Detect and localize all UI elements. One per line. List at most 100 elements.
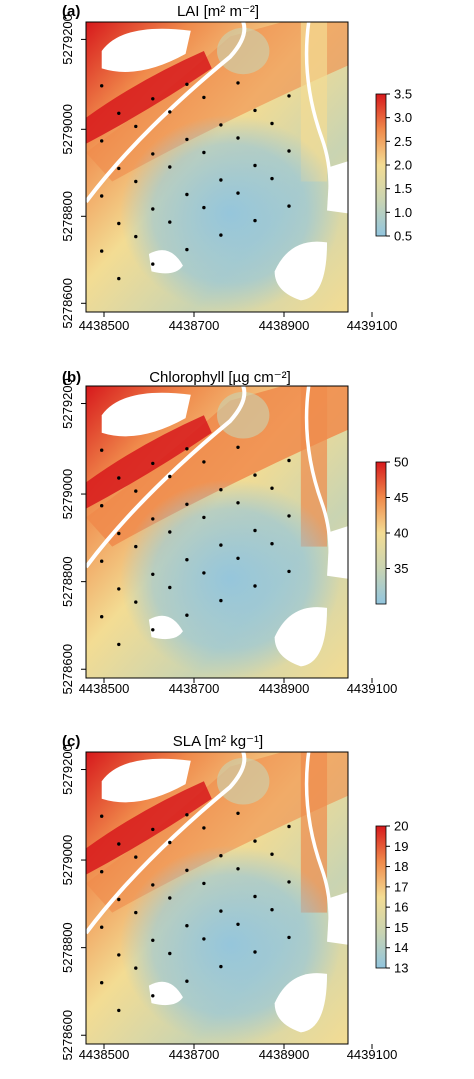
masked-area — [327, 526, 348, 579]
panel-lai-svg: (a) LAI [m² m⁻²] 3.5 3.0 2.5 2.0 1.5 1.0 0.5 4… — [60, 3, 412, 333]
sample-point — [117, 642, 121, 647]
panel-title: LAI [m² m⁻²] — [177, 3, 259, 20]
masked-area — [327, 892, 348, 945]
sample-point — [219, 123, 223, 127]
map-frame — [85, 751, 349, 1045]
sample-point — [100, 981, 104, 985]
peak-value-zone — [86, 415, 212, 509]
sample-point — [151, 262, 155, 266]
sample-point — [202, 95, 206, 100]
sample-point — [185, 613, 189, 617]
sample-point — [134, 910, 138, 915]
axes: 4438500 4438700 4438900 4439100 5279200 52790… — [60, 14, 397, 333]
sample-point — [253, 218, 257, 223]
legend-tick-label: 50 — [394, 455, 408, 470]
sample-point — [134, 544, 138, 549]
sample-point — [151, 207, 155, 211]
legend-tick-label: 17 — [394, 879, 408, 894]
masked-area — [274, 973, 328, 1033]
sample-point — [117, 897, 121, 902]
sample-point — [117, 166, 121, 171]
sample-point — [253, 163, 257, 168]
sample-point — [151, 994, 155, 998]
sample-point — [270, 486, 274, 490]
axes: 4438500 4438700 4438900 4439100 5279200 52790… — [60, 744, 397, 1062]
y-tick-label: 5278800 — [60, 191, 75, 242]
sample-point — [185, 924, 189, 928]
legend-tick-label: 35 — [394, 561, 408, 576]
sample-point — [134, 179, 138, 184]
sample-point — [236, 501, 240, 505]
sample-point — [202, 881, 206, 886]
x-tick-label: 4439100 — [347, 1047, 398, 1062]
y-tick-label: 5278800 — [60, 922, 75, 973]
sample-point — [168, 530, 172, 534]
y-tick-label: 5279000 — [60, 469, 75, 520]
legend-tick-label: 40 — [394, 526, 408, 541]
sample-point — [287, 149, 291, 153]
sample-point — [100, 925, 104, 929]
sample-point — [202, 826, 206, 830]
panel-letter: (a) — [62, 3, 80, 20]
panel-sla-svg: (c) SLA [m² kg⁻¹] 20 19 18 17 16 15 14 13 44385… — [60, 733, 408, 1062]
sample-point — [270, 121, 274, 126]
sample-point — [117, 587, 121, 591]
sample-point — [151, 572, 155, 576]
masked-area — [148, 981, 183, 1006]
sample-point — [151, 97, 155, 101]
sample-point — [253, 528, 257, 533]
raster-map — [86, 752, 348, 1044]
sample-point — [253, 894, 257, 899]
legend-colorbar — [375, 461, 387, 605]
sample-point — [270, 908, 274, 912]
sample-point — [117, 111, 121, 116]
sample-point — [185, 502, 189, 506]
sample-point — [134, 489, 138, 493]
legend: 20 19 18 17 16 15 14 13 — [375, 819, 408, 976]
masked-area — [148, 615, 183, 640]
sample-point — [219, 488, 223, 492]
y-tick-label: 5279200 — [60, 378, 75, 429]
sample-point — [134, 855, 138, 859]
sample-point — [287, 824, 291, 829]
sample-point — [168, 840, 172, 845]
panel-letter: (c) — [62, 733, 80, 750]
sample-point — [134, 966, 138, 970]
sample-point — [253, 950, 257, 954]
legend-tick-label: 2.0 — [394, 158, 412, 173]
panel-sla: (c) SLA [m² kg⁻¹] 20 19 18 17 16 15 14 13 44385… — [0, 720, 474, 1079]
sample-point — [219, 598, 223, 603]
sample-point — [100, 870, 104, 874]
low-patch — [217, 391, 270, 439]
peak-value-zone — [86, 781, 212, 875]
masked-area — [148, 250, 183, 274]
legend: 3.5 3.0 2.5 2.0 1.5 1.0 0.5 — [375, 87, 412, 244]
sample-point — [185, 979, 189, 983]
sample-point — [270, 542, 274, 546]
sample-point — [219, 964, 223, 969]
x-tick-label: 4438700 — [169, 681, 220, 696]
sample-point — [185, 137, 189, 142]
legend-tick-label: 20 — [394, 819, 408, 834]
sample-point — [168, 220, 172, 224]
sample-point — [287, 569, 291, 574]
sample-point — [253, 584, 257, 588]
high-value-zone — [86, 386, 348, 547]
legend-tick-label: 1.0 — [394, 205, 412, 220]
y-tick-label: 5278600 — [60, 278, 75, 329]
sample-point — [185, 447, 189, 451]
sample-point — [185, 558, 189, 562]
sample-point — [168, 951, 172, 956]
legend-tick-label: 45 — [394, 490, 408, 505]
sample-point — [185, 247, 189, 252]
sample-point — [202, 571, 206, 575]
sample-point — [100, 448, 104, 452]
legend-tick-label: 3.0 — [394, 110, 412, 125]
legend-tick-label: 18 — [394, 859, 408, 874]
legend: 50 45 40 35 — [375, 455, 408, 605]
sample-point — [253, 473, 257, 477]
sample-point — [287, 204, 291, 208]
sample-point — [185, 868, 189, 872]
sample-point — [117, 1008, 121, 1013]
sample-point — [151, 938, 155, 942]
